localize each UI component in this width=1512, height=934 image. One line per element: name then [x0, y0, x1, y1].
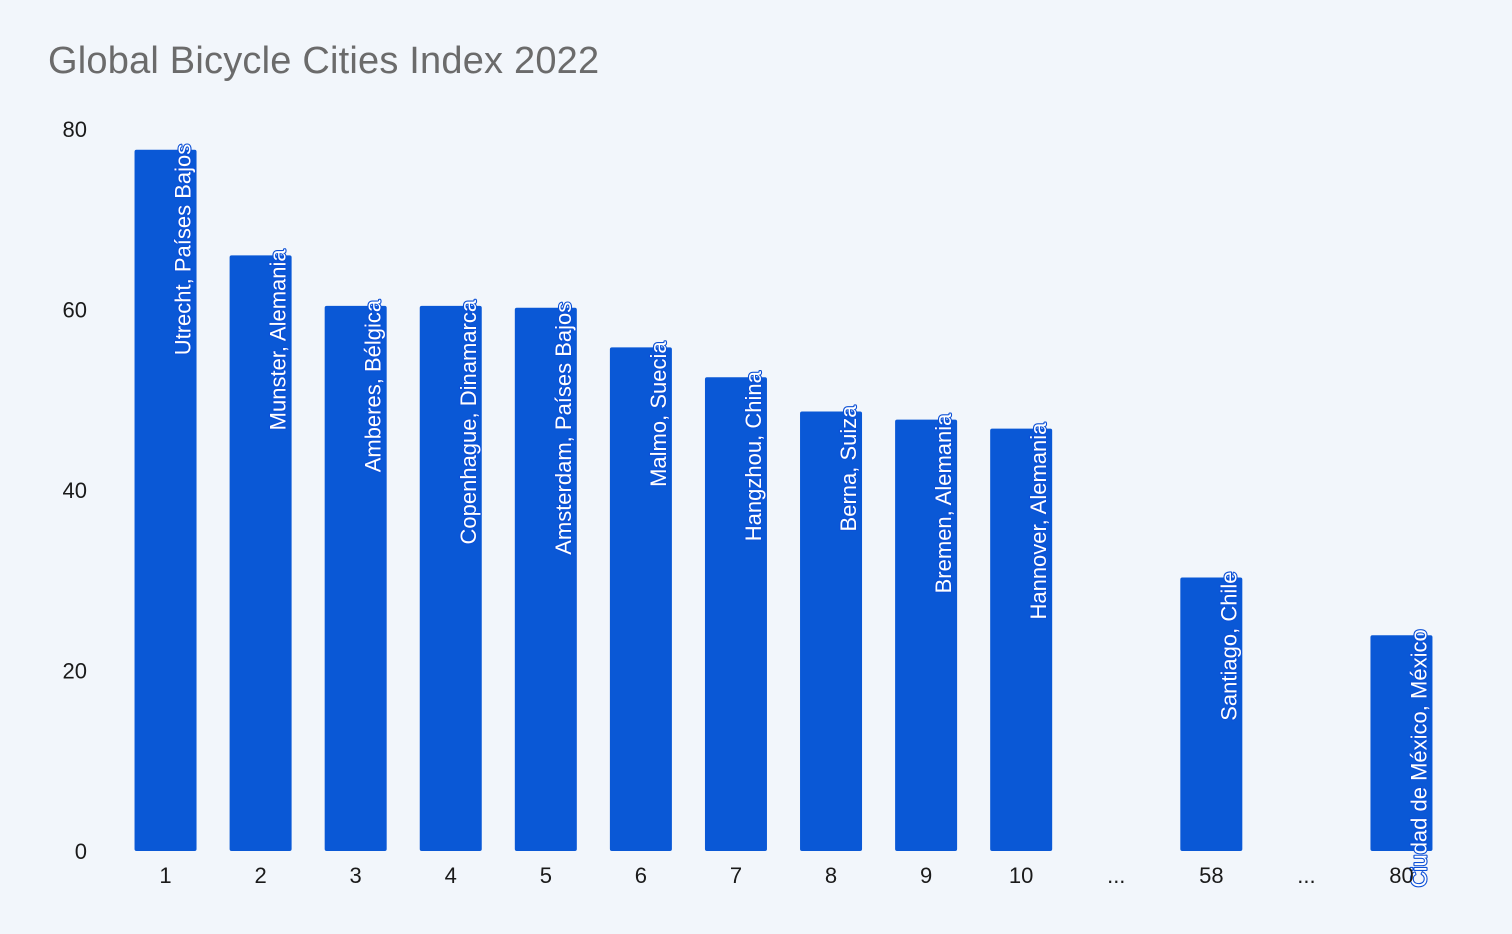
x-tick-label: ...	[1297, 863, 1315, 888]
bar-label: Malmo, Suecia	[646, 341, 671, 487]
bar	[1370, 635, 1433, 851]
bar-label: Santiago, Chile	[1216, 572, 1241, 721]
x-tick-label: 3	[350, 863, 362, 888]
bar-label: Amberes, Bélgica	[361, 299, 386, 472]
bar-label: Amsterdam, Países Bajos	[551, 302, 576, 555]
bar-label: Utrecht, Países Bajos	[171, 144, 196, 356]
y-tick-label: 60	[63, 298, 87, 323]
bar	[704, 377, 767, 851]
bar-label: Munster, Alemania	[266, 249, 291, 431]
bar	[229, 255, 292, 852]
y-tick-label: 0	[75, 839, 87, 864]
bar-label: Copenhague, Dinamarca	[456, 299, 481, 544]
bar-label: Hangzhou, China	[741, 370, 766, 541]
x-tick-label: 58	[1199, 863, 1223, 888]
x-tick-label: 6	[635, 863, 647, 888]
y-axis: 0 20 40 60 80	[63, 117, 87, 864]
bar-label: Bremen, Alemania	[931, 413, 956, 594]
x-tick-label: 1	[159, 863, 171, 888]
bar	[324, 305, 387, 851]
bar-labels: Utrecht, Países Bajos Munster, Alemania Am…	[169, 143, 1432, 889]
x-tick-label: 10	[1009, 863, 1033, 888]
bar	[1180, 577, 1243, 851]
x-tick-label: 2	[254, 863, 266, 888]
bar	[800, 411, 863, 851]
x-tick-label: 7	[730, 863, 742, 888]
y-tick-label: 80	[63, 117, 87, 142]
bar	[419, 305, 482, 851]
bars	[134, 149, 1433, 852]
bar	[895, 419, 958, 851]
bar	[514, 307, 577, 851]
bar-label: Berna, Suiza	[836, 405, 861, 532]
x-tick-label: 8	[825, 863, 837, 888]
x-axis: 1 2 3 4 5 6 7 8 9 10... 58... 80	[159, 863, 1413, 888]
chart-title: Global Bicycle Cities Index 2022	[48, 40, 600, 82]
bar-label: Ciudad de México, México	[1406, 629, 1431, 887]
x-tick-label: 5	[540, 863, 552, 888]
y-tick-label: 40	[63, 478, 87, 503]
bar	[990, 428, 1053, 851]
x-tick-label: 4	[445, 863, 457, 888]
x-tick-label: 80	[1389, 863, 1413, 888]
x-tick-label: ...	[1107, 863, 1125, 888]
y-tick-label: 20	[63, 659, 87, 684]
bar	[609, 347, 672, 851]
bar	[134, 149, 197, 851]
x-tick-label: 9	[920, 863, 932, 888]
bar-label: Hannover, Alemania	[1026, 422, 1051, 620]
